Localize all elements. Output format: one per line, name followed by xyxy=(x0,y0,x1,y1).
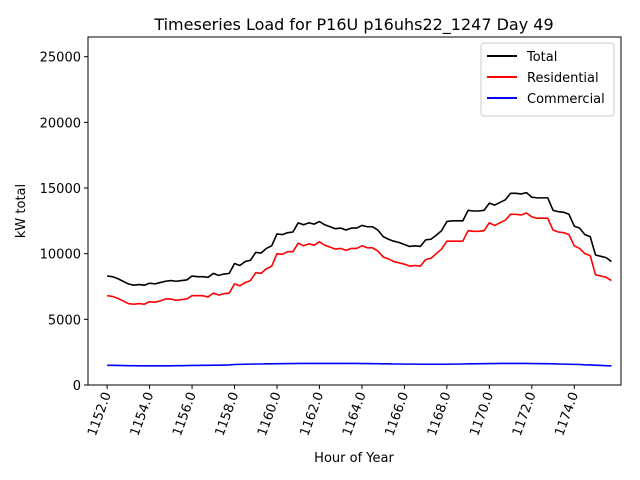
x-tick-label: 1164.0 xyxy=(340,390,370,438)
y-axis-label: kW total xyxy=(14,184,29,238)
x-axis-label: Hour of Year xyxy=(314,451,394,466)
legend-label-total: Total xyxy=(526,50,557,65)
plot-area xyxy=(87,36,622,386)
series-lines xyxy=(107,191,612,367)
x-tick-label: 1166.0 xyxy=(383,390,413,438)
y-tick-label: 15000 xyxy=(40,182,81,197)
x-tick-label: 1174.0 xyxy=(552,390,582,438)
x-tick-label: 1172.0 xyxy=(510,390,540,438)
y-tick-label: 0 xyxy=(73,379,81,394)
x-tick-label: 1156.0 xyxy=(170,390,200,438)
series-line-residential xyxy=(107,212,612,306)
x-tick-label: 1160.0 xyxy=(255,390,285,438)
y-tick-label: 20000 xyxy=(40,116,81,131)
legend-label-residential: Residential xyxy=(527,71,599,86)
x-tick-label: 1158.0 xyxy=(213,390,243,438)
y-tick-label: 5000 xyxy=(48,313,81,328)
series-line-commercial xyxy=(107,362,612,367)
y-tick-label: 25000 xyxy=(40,51,81,66)
y-tick-label: 10000 xyxy=(40,248,81,263)
legend: Total Residential Commercial xyxy=(480,42,615,117)
x-tick-label: 1168.0 xyxy=(425,390,455,438)
legend-label-commercial: Commercial xyxy=(527,92,605,107)
x-tick-label: 1162.0 xyxy=(298,390,328,438)
x-tick-label: 1170.0 xyxy=(467,390,497,438)
series-line-total xyxy=(107,191,612,287)
x-tick-label: 1154.0 xyxy=(128,390,158,438)
x-tick-label: 1152.0 xyxy=(85,390,115,438)
y-axis-ticks: 0 5000 10000 15000 20000 25000 xyxy=(40,51,88,394)
chart-title: Timeseries Load for P16U p16uhs22_1247 D… xyxy=(153,15,553,35)
x-axis-ticks: 1152.0 1154.0 1156.0 1158.0 1160.0 1162.0 1164… xyxy=(85,385,582,438)
